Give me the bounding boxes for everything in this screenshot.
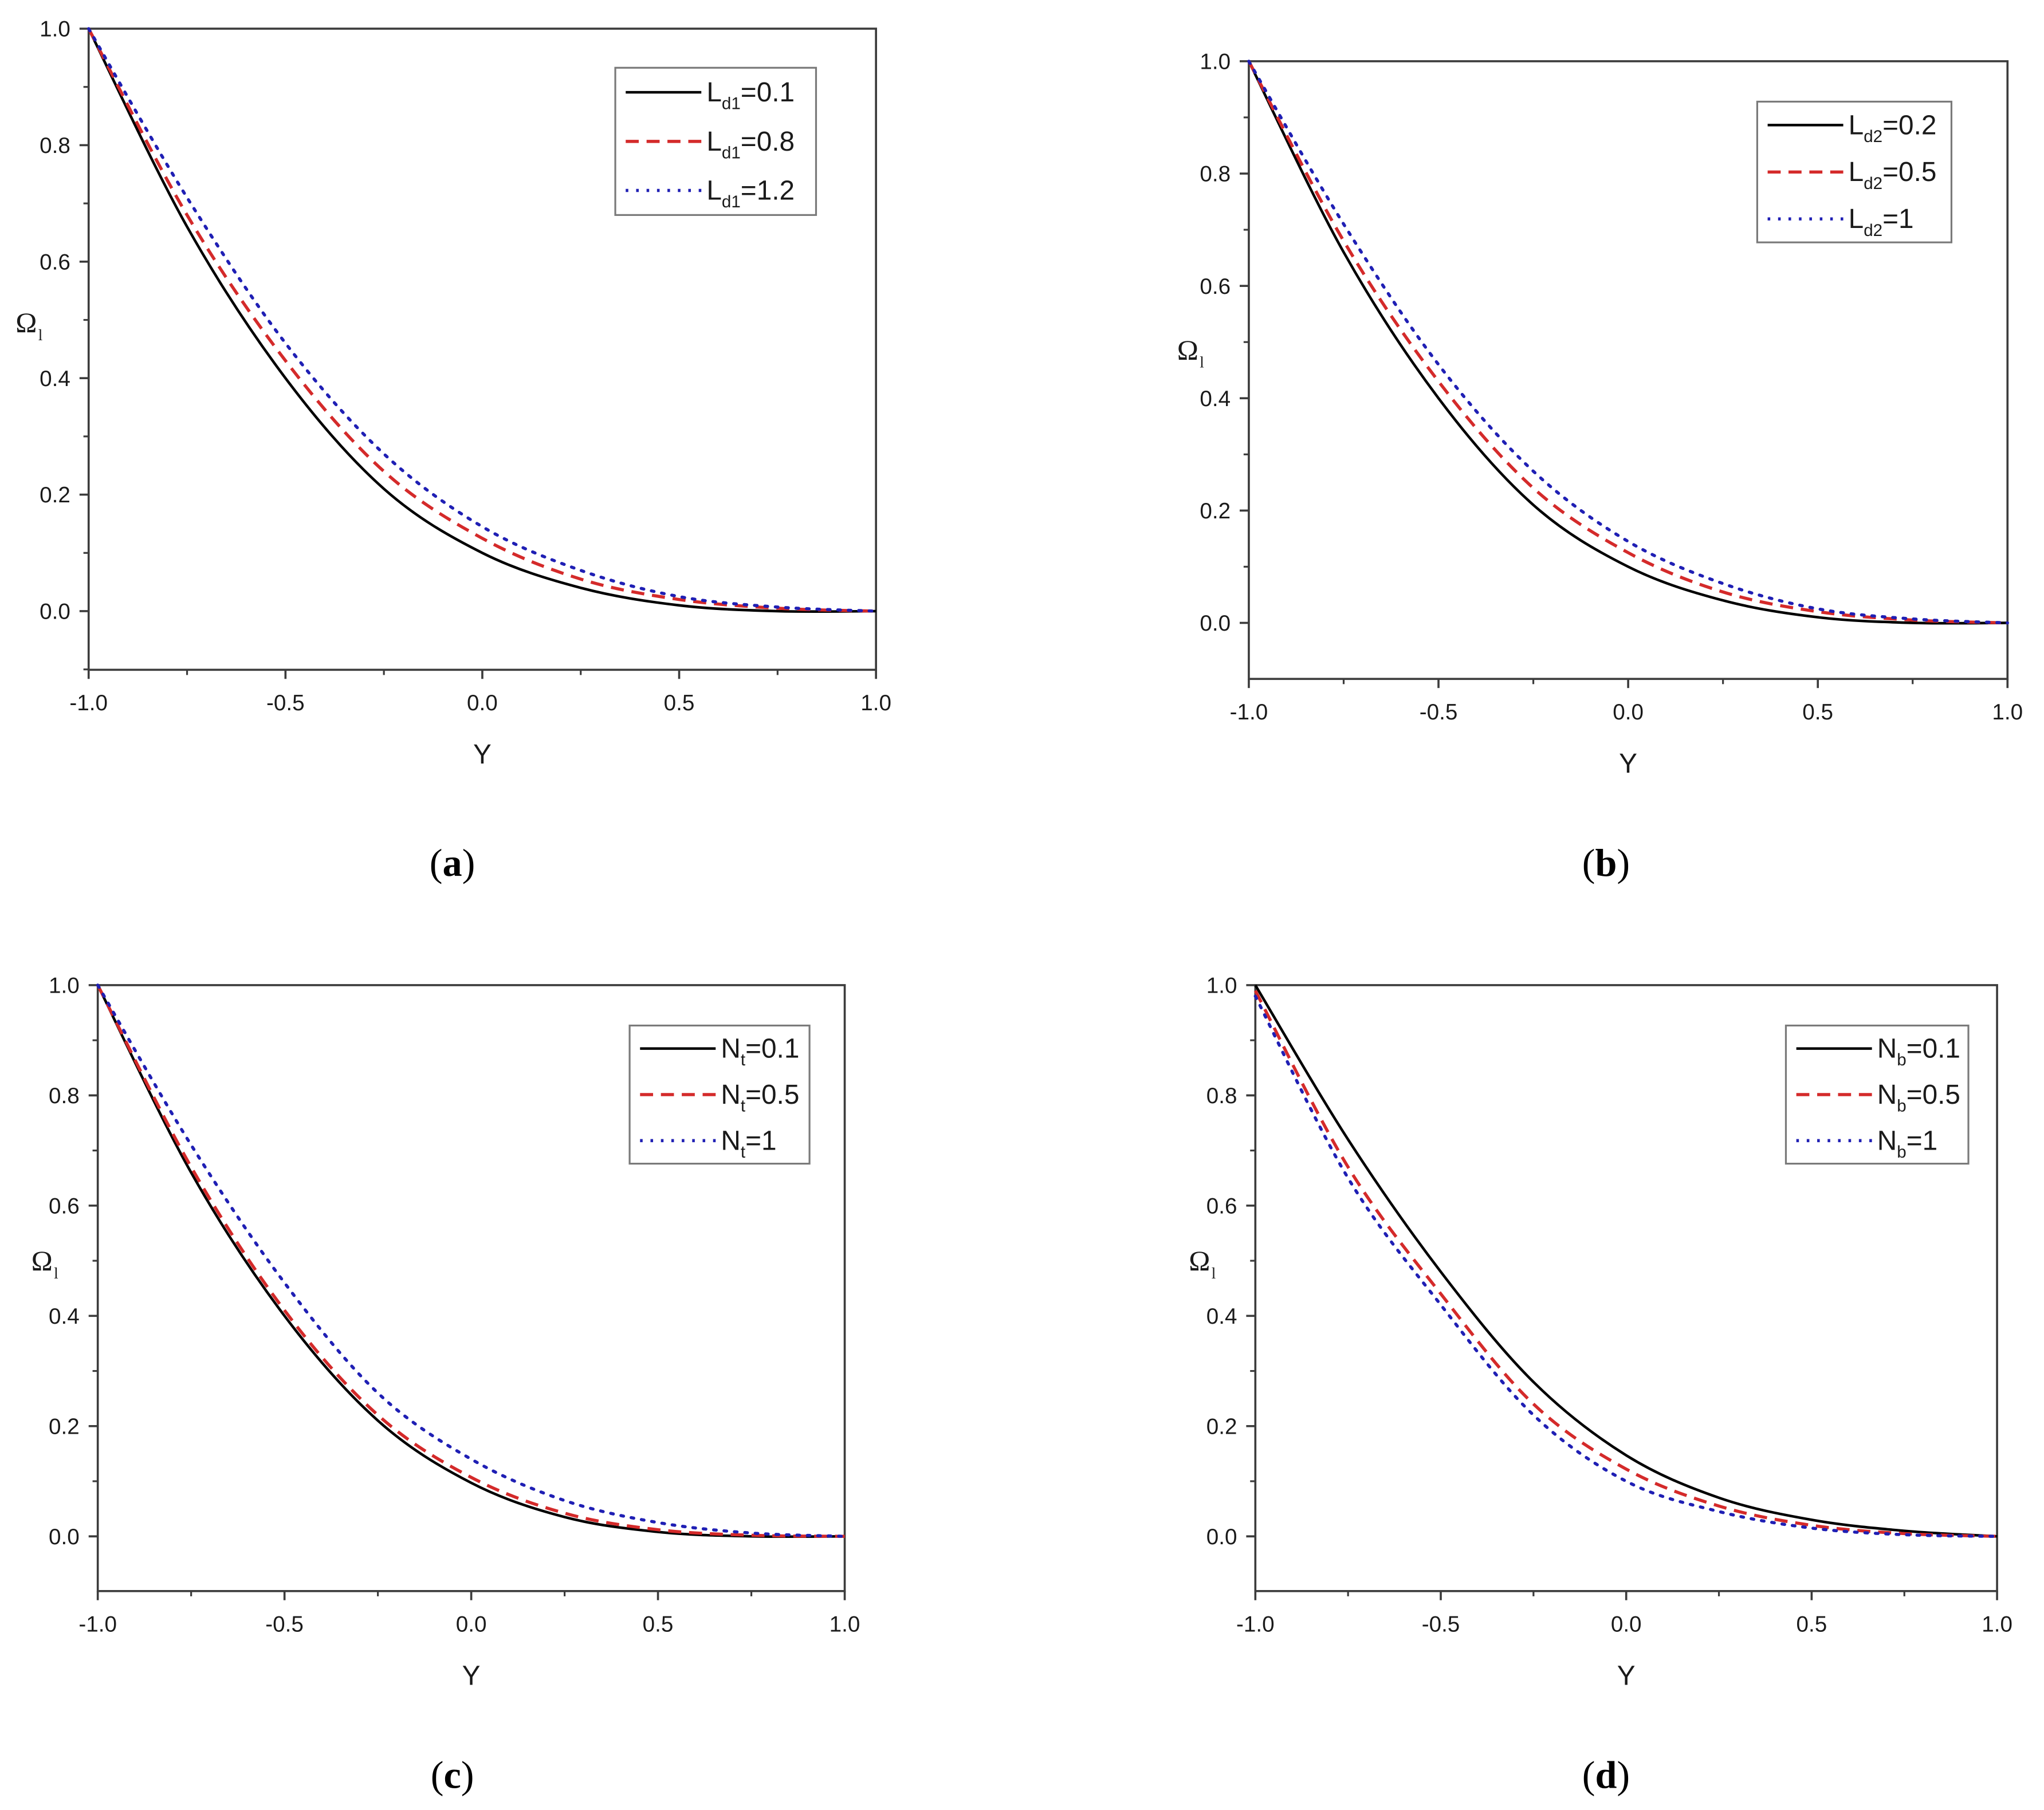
y-tick-label: 1.0: [49, 974, 80, 998]
y-tick-label: 0.4: [49, 1304, 80, 1329]
chart-panel-a: 0.0 0.2 0.4 0.6 0.8 1.0 -1.0 -0.5 0.0 0.5 1.0 Y Ω l Ld…: [15, 17, 891, 884]
x-tick-label: 1.0: [860, 691, 891, 715]
chart-panel-d: 0.0 0.2 0.4 0.6 0.8 1.0 -1.0 -0.5 0.0 0.5 1.0 Y Ω l Nb…: [1189, 974, 2012, 1797]
y-tick-label: 0.0: [49, 1525, 80, 1549]
x-tick-label: -1.0: [78, 1612, 117, 1636]
legend-label: Ld1=0.8: [706, 127, 795, 163]
legend-label: Nt=1: [721, 1126, 776, 1162]
x-tick-label: -0.5: [1420, 700, 1458, 725]
chart-panel-b: 0.0 0.2 0.4 0.6 0.8 1.0 -1.0 -0.5 0.0 0.5 1.0 Y Ω l Ld…: [1177, 50, 2023, 884]
legend-label: Ld2=0.5: [1849, 157, 1937, 193]
y-tick-label: 0.8: [49, 1084, 80, 1108]
x-tick-label: -1.0: [1230, 700, 1268, 725]
panel-caption: (a): [430, 841, 475, 884]
panel-caption: (b): [1582, 841, 1630, 884]
x-tick-label: 0.0: [456, 1612, 487, 1636]
x-tick-label: 0.0: [1613, 700, 1644, 725]
legend-label: Nb=1: [1877, 1126, 1937, 1162]
chart-panel-c: 0.0 0.2 0.4 0.6 0.8 1.0 -1.0 -0.5 0.0 0.5 1.0 Y Ω l Nt…: [32, 974, 860, 1797]
y-tick-label: 0.2: [40, 483, 70, 507]
x-tick-label: -0.5: [265, 1612, 304, 1636]
x-axis-title: Y: [462, 1661, 481, 1691]
series-line-solid: [87, 28, 876, 613]
legend-label: Nb=0.5: [1877, 1080, 1960, 1116]
y-tick-label: 0.8: [40, 133, 70, 158]
y-tick-label: 0.6: [1206, 1194, 1237, 1219]
legend-label: Nb=0.1: [1877, 1034, 1960, 1070]
y-tick-label: 0.2: [1200, 499, 1231, 524]
series-line-dotted: [96, 983, 847, 1538]
x-axis-title: Y: [473, 739, 492, 770]
x-tick-label: -1.0: [1236, 1612, 1275, 1636]
legend: Ld2=0.2 Ld2=0.5 Ld2=1: [1756, 100, 1953, 243]
x-tick-label: -0.5: [1422, 1612, 1460, 1636]
series-line-dashed: [96, 984, 845, 1538]
y-tick-label: 0.4: [40, 367, 70, 391]
y-tick-label: 0.4: [1206, 1304, 1237, 1329]
series-line-dotted: [1247, 60, 2010, 625]
x-tick-label: 0.5: [1797, 1612, 1827, 1636]
y-tick-label: 0.8: [1200, 162, 1231, 187]
y-tick-label: 0.0: [1206, 1525, 1237, 1549]
x-tick-label: 1.0: [830, 1612, 860, 1636]
y-tick-label: 0.4: [1200, 387, 1231, 411]
y-tick-label: 0.0: [1200, 611, 1231, 636]
legend: Nb=0.1 Nb=0.5 Nb=1: [1784, 1024, 1970, 1165]
y-tick-label: 0.6: [1200, 274, 1231, 299]
series-line-dotted: [87, 27, 878, 613]
y-tick-label: 0.6: [49, 1194, 80, 1219]
y-tick-label: 0.8: [1206, 1084, 1237, 1108]
y-tick-label: 0.2: [1206, 1414, 1237, 1439]
legend-label: Nt=0.1: [721, 1034, 799, 1070]
x-tick-label: 0.5: [1802, 700, 1833, 725]
series-line-solid: [96, 984, 845, 1539]
x-axis-title: Y: [1619, 749, 1637, 779]
legend-label: Ld1=1.2: [706, 175, 795, 211]
x-tick-label: 0.5: [664, 691, 695, 715]
y-tick-label: 1.0: [1206, 974, 1237, 998]
series-line-solid: [1254, 984, 1998, 1538]
x-tick-label: 1.0: [1992, 700, 2023, 725]
series-line-solid: [1247, 60, 2008, 625]
series-line-dashed: [1253, 990, 1998, 1538]
x-tick-label: 0.5: [643, 1612, 674, 1636]
x-tick-label: 1.0: [1982, 1612, 2012, 1636]
x-tick-label: 0.0: [1611, 1612, 1642, 1636]
y-tick-label: 0.6: [40, 250, 70, 274]
y-tick-label: 1.0: [1200, 50, 1231, 74]
y-tick-label: 1.0: [40, 17, 70, 42]
x-axis-title: Y: [1617, 1661, 1636, 1691]
legend-label: Nt=0.5: [721, 1080, 799, 1116]
y-tick-label: 0.0: [40, 600, 70, 624]
legend: Nt=0.1 Nt=0.5 Nt=1: [628, 1024, 811, 1165]
y-tick-label: 0.2: [49, 1414, 80, 1439]
series-line-dotted: [1253, 994, 1999, 1538]
panel-caption: (d): [1582, 1753, 1630, 1796]
legend-label: Ld1=0.1: [706, 77, 795, 113]
x-tick-label: 0.0: [467, 691, 498, 715]
x-tick-label: -0.5: [266, 691, 305, 715]
legend-label: Ld2=0.2: [1849, 110, 1937, 146]
legend-label: Ld2=1: [1849, 204, 1914, 240]
series-line-dashed: [1247, 60, 2008, 625]
legend: Ld1=0.1 Ld1=0.8 Ld1=1.2: [614, 66, 817, 216]
x-tick-label: -1.0: [69, 691, 108, 715]
series-line-dashed: [87, 27, 876, 613]
panel-caption: (c): [431, 1753, 474, 1796]
